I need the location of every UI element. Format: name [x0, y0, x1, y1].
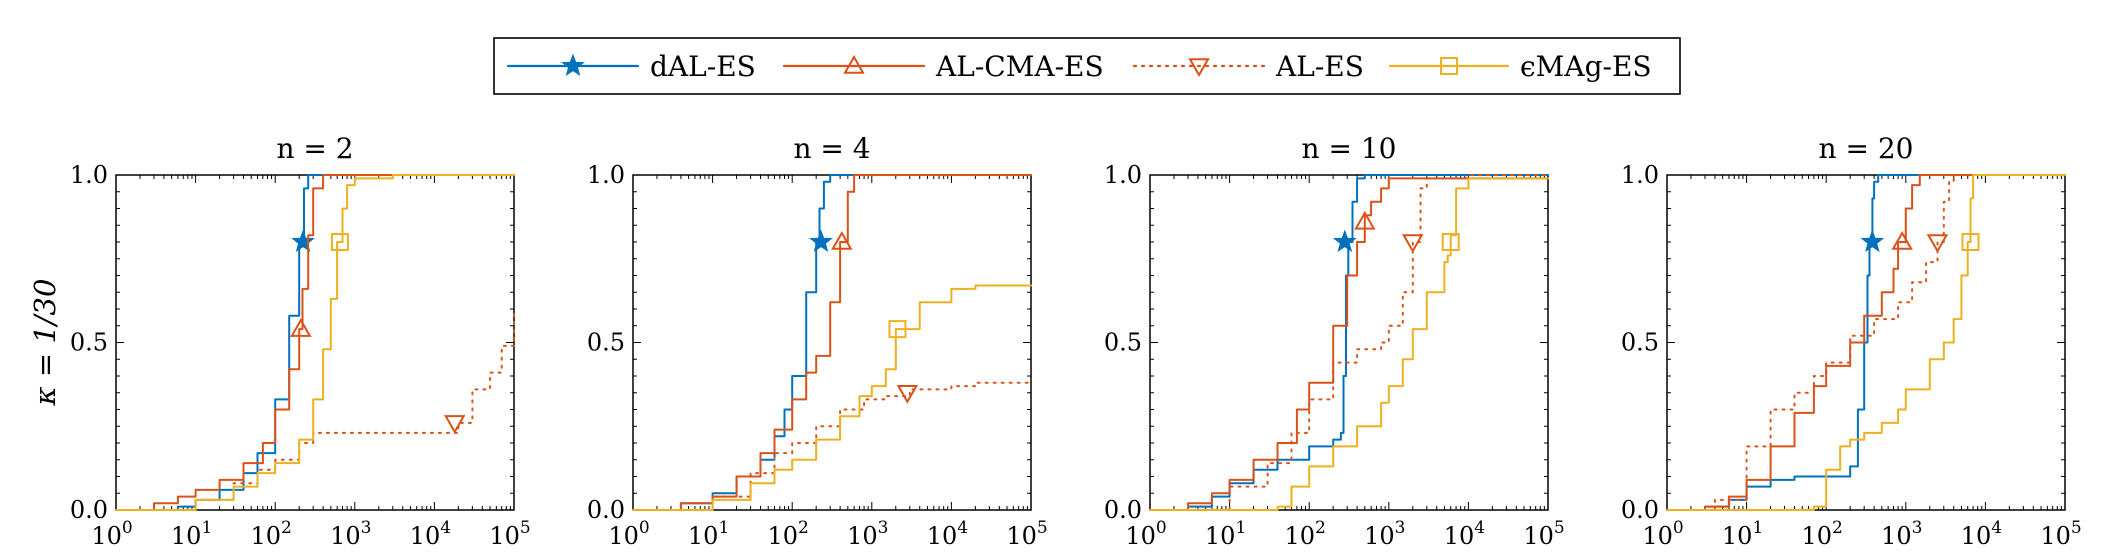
series-marker	[1961, 233, 1980, 251]
series-marker	[896, 385, 919, 404]
series-line--mag-es	[115, 174, 515, 511]
x-tick-label: 101	[1722, 518, 1763, 550]
y-tick-label: 1.0	[70, 161, 108, 189]
legend-entry: ϵMAg-ES	[1388, 50, 1652, 83]
panel-title: n = 20	[1819, 132, 1914, 165]
x-tick-label: 101	[688, 518, 729, 550]
series-line-al-es	[115, 311, 515, 511]
legend-marker-2	[1188, 58, 1210, 78]
series-line--mag-es	[632, 284, 1032, 511]
x-tick-label: 100	[608, 518, 649, 550]
x-tick-label: 105	[1006, 518, 1047, 550]
legend-marker-0	[561, 53, 585, 77]
chart-panel-2: n = 10 100 101 102 103 104 105 0.0 0.5 1.0	[1104, 132, 1565, 550]
y-tick-label: 0.0	[1621, 496, 1659, 524]
legend: dAL-ES AL-CMA-ES AL-ES ϵMAg-ES	[493, 37, 1681, 95]
series-line-al-es	[1666, 174, 2066, 511]
panel-title: n = 2	[276, 132, 353, 165]
x-tick-label: 103	[847, 518, 888, 550]
series-marker	[290, 318, 312, 337]
x-tick-label: 104	[927, 518, 968, 550]
series-line-dal-es	[1666, 174, 2066, 511]
series-marker	[1332, 229, 1357, 253]
series-marker	[809, 229, 833, 253]
x-tick-label: 105	[2040, 518, 2081, 550]
x-tick-label: 101	[1205, 518, 1246, 550]
series-marker	[831, 230, 853, 250]
series-line--mag-es	[1149, 177, 1549, 511]
legend-entry: dAL-ES	[506, 50, 756, 83]
legend-label: ϵMAg-ES	[1520, 50, 1652, 83]
x-tick-label: 105	[1523, 518, 1564, 550]
y-tick-label: 0.0	[1104, 496, 1142, 524]
series-line-al-es	[1149, 174, 1549, 511]
legend-marker-3	[1440, 57, 1458, 75]
series-line-al-cma-es	[1149, 177, 1549, 511]
y-tick-label: 1.0	[1104, 161, 1142, 189]
series-marker	[1354, 210, 1376, 230]
legend-label: dAL-ES	[650, 50, 756, 83]
series-marker	[1402, 234, 1424, 254]
chart-panel-0: n = 2 100 101 102 103 104 105 0.0 0.5 1.0	[70, 132, 531, 550]
axis-ticks	[115, 174, 515, 511]
y-tick-label: 1.0	[587, 161, 625, 189]
y-tick-label: 1.0	[1621, 161, 1659, 189]
series-line--mag-es	[1666, 174, 2066, 511]
legend-entry: AL-CMA-ES	[782, 50, 1104, 83]
legend-label: AL-CMA-ES	[935, 50, 1104, 83]
x-tick-label: 103	[1881, 518, 1922, 550]
x-tick-label: 100	[91, 518, 132, 550]
x-tick-label: 102	[768, 518, 809, 550]
x-tick-label: 104	[1444, 518, 1485, 550]
chart-panel-1: n = 4 100 101 102 103 104 105 0.0 0.5 1.0	[587, 132, 1048, 550]
series-line-al-es	[632, 381, 1032, 511]
x-tick-label: 103	[1364, 518, 1405, 550]
plot-area	[115, 174, 515, 511]
series-marker	[1891, 230, 1913, 250]
panel-title: n = 10	[1302, 132, 1397, 165]
series-marker	[443, 415, 466, 434]
plot-area	[1149, 174, 1549, 511]
axis-ticks	[1149, 174, 1549, 511]
y-tick-label: 0.5	[1621, 329, 1659, 357]
chart-panel-3: n = 20 100 101 102 103 104 105 0.0 0.5 1.0	[1621, 132, 2082, 550]
x-tick-label: 100	[1125, 518, 1166, 550]
legend-marker-1	[843, 54, 865, 74]
x-tick-label: 102	[251, 518, 292, 550]
x-tick-label: 105	[489, 518, 530, 550]
y-tick-label: 0.5	[587, 329, 625, 357]
y-tick-label: 0.5	[70, 329, 108, 357]
x-tick-label: 104	[410, 518, 451, 550]
series-line-al-cma-es	[632, 174, 1032, 511]
series-marker	[1926, 234, 1949, 254]
y-axis-label: κ = 1/30	[28, 279, 62, 407]
y-tick-label: 0.0	[587, 496, 625, 524]
x-tick-label: 102	[1802, 518, 1843, 550]
series-marker	[888, 320, 907, 339]
y-tick-label: 0.5	[1104, 329, 1142, 357]
legend-label: AL-ES	[1275, 50, 1364, 83]
x-tick-label: 104	[1961, 518, 2002, 550]
axis-ticks	[632, 174, 1032, 511]
series-line-dal-es	[115, 174, 515, 511]
x-tick-label: 100	[1642, 518, 1683, 550]
series-line-al-cma-es	[115, 174, 515, 511]
series-marker	[1860, 229, 1885, 253]
x-tick-label: 102	[1285, 518, 1326, 550]
series-marker	[1441, 233, 1460, 251]
x-tick-label: 101	[171, 518, 212, 550]
legend-entry: AL-ES	[1132, 50, 1364, 83]
plot-area	[632, 174, 1032, 511]
series-line-dal-es	[632, 174, 1032, 511]
series-marker	[330, 233, 349, 251]
x-tick-label: 103	[330, 518, 371, 550]
y-tick-label: 0.0	[70, 496, 108, 524]
series-line-dal-es	[1149, 174, 1549, 511]
series-marker	[291, 229, 315, 253]
panel-title: n = 4	[793, 132, 870, 165]
